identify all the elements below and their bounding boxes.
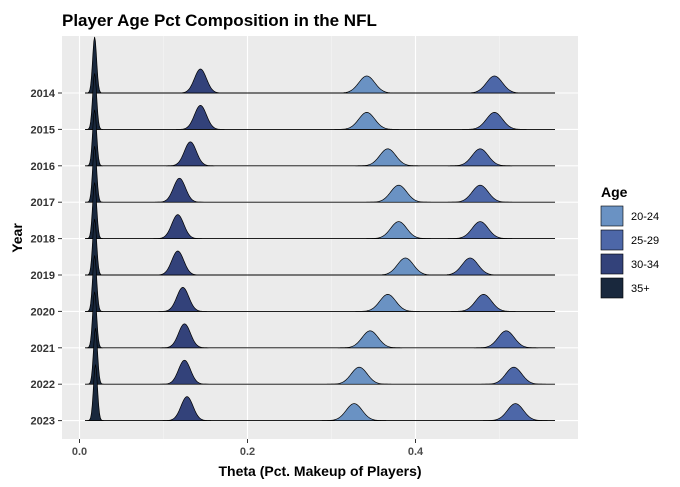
ridge-35+-2019 xyxy=(86,218,103,276)
ridge-20-24-2015 xyxy=(334,112,399,130)
y-tick-label: 2020 xyxy=(31,306,55,318)
ridge-35+-2020 xyxy=(86,255,103,312)
ridge-20-24-2016 xyxy=(355,148,420,167)
ridge-20-24-2021 xyxy=(337,330,403,349)
ridge-35+-2021 xyxy=(86,291,103,349)
legend-label: 30-34 xyxy=(631,259,659,271)
ridge-30-34-2019 xyxy=(153,250,202,276)
y-tick-label: 2017 xyxy=(31,197,55,209)
ridge-25-29-2018 xyxy=(447,221,513,239)
ridge-25-29-2022 xyxy=(481,366,546,385)
y-tick-label: 2018 xyxy=(31,234,55,246)
ridge-20-24-2019 xyxy=(373,257,438,276)
ridge-35+-2022 xyxy=(87,328,104,385)
x-axis: 0.0 0.2 0.4 xyxy=(72,439,424,458)
ridge-row-2017 xyxy=(85,146,555,203)
y-tick-label: 2015 xyxy=(31,124,55,136)
ridges xyxy=(85,36,555,422)
ridge-30-34-2022 xyxy=(160,359,209,385)
y-tick-label: 2016 xyxy=(31,161,55,173)
x-tick-label: 0.2 xyxy=(240,446,255,458)
ridge-row-2018 xyxy=(85,182,555,240)
ridge-35+-2018 xyxy=(86,182,103,239)
ridge-30-34-2014 xyxy=(176,68,225,94)
ridge-20-24-2018 xyxy=(366,221,431,239)
ridge-30-34-2015 xyxy=(176,105,225,130)
legend-key-35+ xyxy=(600,277,624,299)
y-axis: 2014 2015 2016 2017 2018 2019 2020 2021 2022 2023 xyxy=(31,88,62,428)
ridge-30-34-2021 xyxy=(160,323,209,349)
x-tick-label: 0.0 xyxy=(72,446,87,458)
x-tick-label: 0.4 xyxy=(408,446,424,458)
y-tick-label: 2014 xyxy=(31,88,56,100)
ridge-25-29-2015 xyxy=(462,112,527,130)
ridge-25-29-2016 xyxy=(447,148,513,167)
ridge-row-2015 xyxy=(85,73,555,130)
ridge-30-34-2020 xyxy=(158,287,207,312)
y-axis-title: Year xyxy=(9,223,25,253)
ridge-35+-2016 xyxy=(86,109,103,167)
ridge-25-29-2019 xyxy=(437,257,503,276)
legend-label: 20-24 xyxy=(631,211,659,223)
ridge-20-24-2020 xyxy=(355,294,420,312)
legend: Age 20-24 25-29 30-34 35+ xyxy=(600,184,659,299)
ridge-30-34-2018 xyxy=(153,214,202,239)
ridge-20-24-2014 xyxy=(334,75,399,94)
y-tick-label: 2021 xyxy=(31,343,55,355)
ridge-35+-2014 xyxy=(86,36,103,94)
ridge-25-29-2021 xyxy=(473,330,539,349)
ridge-row-2020 xyxy=(85,255,555,312)
ridge-row-2023 xyxy=(85,364,555,422)
y-tick-label: 2023 xyxy=(31,416,55,428)
ridge-row-2014 xyxy=(85,36,555,94)
ridge-30-34-2023 xyxy=(162,396,212,421)
chart-title: Player Age Pct Composition in the NFL xyxy=(62,11,377,30)
ridge-20-24-2017 xyxy=(366,184,431,203)
ridge-row-2019 xyxy=(85,218,555,276)
legend-title: Age xyxy=(601,184,628,200)
ridge-35+-2023 xyxy=(87,364,104,421)
ridge-20-24-2022 xyxy=(326,366,392,385)
ridge-25-29-2017 xyxy=(447,184,513,203)
y-tick-label: 2019 xyxy=(31,270,55,282)
ridge-25-29-2020 xyxy=(451,294,516,312)
ridge-row-2021 xyxy=(85,291,555,349)
legend-label: 25-29 xyxy=(631,235,659,247)
ridge-25-29-2014 xyxy=(462,75,527,94)
ridge-row-2022 xyxy=(85,328,555,385)
plot-panel xyxy=(62,36,578,439)
ridge-30-34-2016 xyxy=(166,141,215,167)
ridge-35+-2015 xyxy=(86,73,103,130)
legend-label: 35+ xyxy=(631,283,650,295)
legend-key-30-34 xyxy=(600,253,624,275)
ridge-30-34-2017 xyxy=(155,177,204,203)
ridge-35+-2017 xyxy=(86,146,103,203)
y-tick-label: 2022 xyxy=(31,379,55,391)
x-axis-title: Theta (Pct. Makeup of Players) xyxy=(218,463,421,479)
legend-key-20-24 xyxy=(600,205,624,227)
ridge-25-29-2023 xyxy=(483,403,548,421)
legend-key-25-29 xyxy=(600,229,624,251)
ridge-row-2016 xyxy=(85,109,555,167)
ridge-20-24-2023 xyxy=(321,403,387,421)
